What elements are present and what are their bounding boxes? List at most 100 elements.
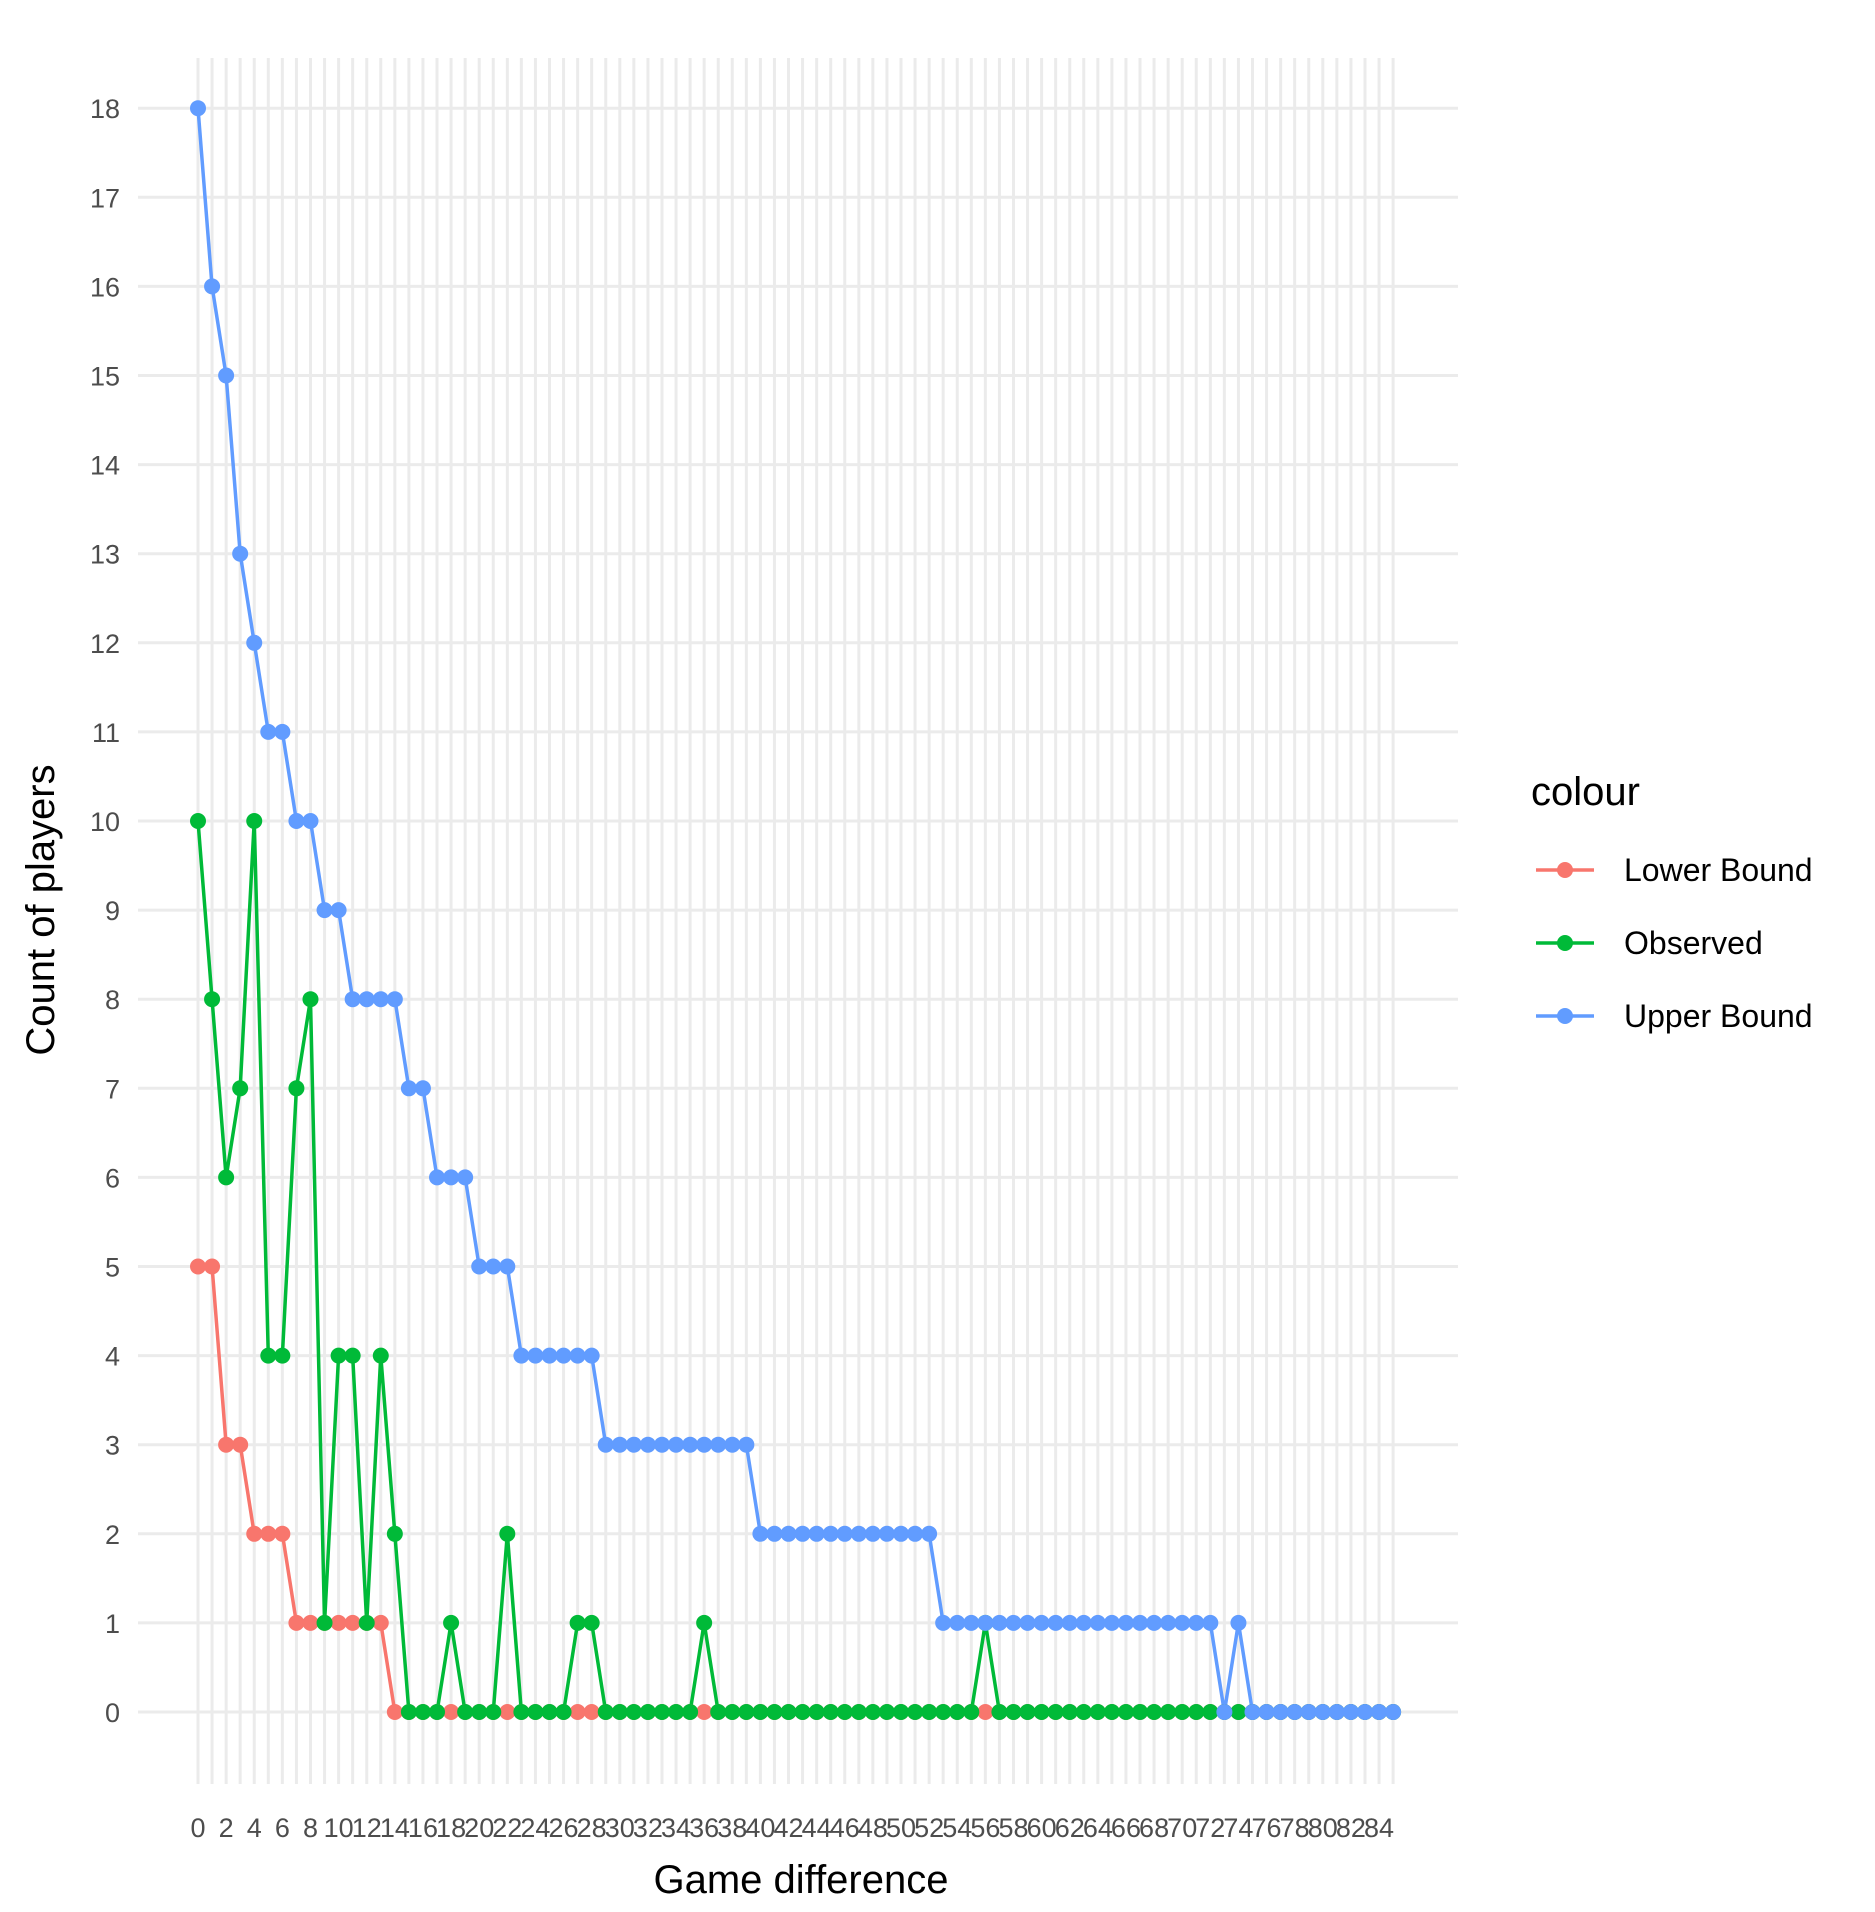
upper-bound-point <box>1230 1614 1247 1631</box>
observed-point <box>611 1704 628 1720</box>
upper-bound-point <box>625 1436 642 1453</box>
upper-bound-point <box>1019 1614 1036 1631</box>
x-tick-label: 72 <box>1195 1813 1225 1843</box>
observed-point <box>344 1347 361 1364</box>
upper-bound-point <box>724 1436 741 1453</box>
x-tick-label: 22 <box>492 1813 522 1843</box>
observed-point <box>1075 1704 1092 1720</box>
observed-point <box>794 1704 811 1720</box>
observed-point <box>1005 1704 1022 1720</box>
observed-point <box>1019 1704 1036 1720</box>
upper-bound-point <box>330 902 347 919</box>
observed-point <box>766 1704 783 1720</box>
y-tick-label: 15 <box>90 362 120 392</box>
observed-point <box>232 1080 249 1097</box>
upper-bound-point <box>541 1347 558 1364</box>
upper-bound-point <box>696 1436 713 1453</box>
upper-bound-point <box>232 545 249 562</box>
upper-bound-point <box>1089 1614 1106 1631</box>
observed-point <box>935 1704 952 1720</box>
upper-bound-point <box>682 1436 699 1453</box>
observed-point <box>893 1704 909 1720</box>
x-tick-label: 78 <box>1280 1813 1310 1843</box>
lower-bound-point <box>977 1704 994 1720</box>
x-tick-label: 50 <box>886 1813 916 1843</box>
observed-point <box>583 1614 600 1631</box>
upper-bound-point <box>260 723 277 740</box>
upper-bound-point <box>1005 1614 1022 1631</box>
observed-point <box>639 1704 656 1720</box>
x-tick-label: 74 <box>1223 1813 1253 1843</box>
legend-key-point <box>1557 935 1573 951</box>
y-tick-label: 8 <box>105 985 120 1015</box>
lower-bound-point <box>344 1614 361 1631</box>
observed-point <box>569 1614 586 1631</box>
upper-bound-point <box>794 1525 811 1542</box>
upper-bound-point <box>780 1525 797 1542</box>
upper-bound-point <box>358 991 375 1008</box>
lower-bound-point <box>260 1525 277 1542</box>
legend-title: colour <box>1531 770 1640 814</box>
y-tick-label: 6 <box>105 1163 120 1193</box>
y-tick-label: 2 <box>105 1520 120 1550</box>
upper-bound-point <box>527 1347 544 1364</box>
y-tick-label: 9 <box>105 896 120 926</box>
observed-point <box>1117 1704 1134 1720</box>
legend-label: Lower Bound <box>1624 852 1813 888</box>
observed-point <box>513 1704 530 1720</box>
upper-bound-point <box>302 813 319 829</box>
observed-point <box>724 1704 741 1720</box>
x-tick-label: 4 <box>247 1813 262 1843</box>
y-tick-label: 3 <box>105 1431 120 1461</box>
lower-bound-point <box>443 1704 460 1720</box>
observed-point <box>443 1614 460 1631</box>
upper-bound-point <box>274 723 291 740</box>
x-tick-label: 64 <box>1083 1813 1113 1843</box>
upper-bound-point <box>1314 1704 1331 1720</box>
lower-bound-point <box>288 1614 305 1631</box>
upper-bound-point <box>611 1436 628 1453</box>
x-tick-label: 48 <box>858 1813 888 1843</box>
lower-bound-point <box>583 1704 600 1720</box>
x-tick-label: 24 <box>520 1813 550 1843</box>
upper-bound-point <box>400 1080 417 1097</box>
series-points <box>190 100 1402 1720</box>
x-tick-label: 20 <box>464 1813 494 1843</box>
observed-point <box>288 1080 305 1097</box>
lower-bound-point <box>232 1436 249 1453</box>
observed-point <box>752 1704 769 1720</box>
upper-bound-point <box>513 1347 530 1364</box>
lower-bound-point <box>569 1704 586 1720</box>
upper-bound-point <box>1342 1704 1359 1720</box>
upper-bound-point <box>653 1436 670 1453</box>
lower-bound-point <box>372 1614 389 1631</box>
legend-label: Upper Bound <box>1624 998 1813 1034</box>
x-tick-label: 36 <box>689 1813 719 1843</box>
y-tick-label: 0 <box>105 1698 120 1728</box>
upper-bound-point <box>738 1436 755 1453</box>
x-tick-label: 58 <box>998 1813 1028 1843</box>
observed-point <box>260 1347 277 1364</box>
observed-point <box>414 1704 431 1720</box>
upper-bound-point <box>878 1525 895 1542</box>
upper-bound-point <box>991 1614 1008 1631</box>
lower-bound-point <box>190 1258 206 1275</box>
upper-bound-point <box>766 1525 783 1542</box>
observed-point <box>682 1704 699 1720</box>
x-tick-label: 44 <box>802 1813 832 1843</box>
y-tick-label: 13 <box>90 540 120 570</box>
observed-point <box>499 1525 516 1542</box>
upper-bound-point <box>1103 1614 1120 1631</box>
observed-point <box>1146 1704 1163 1720</box>
lower-bound-point <box>204 1258 221 1275</box>
upper-bound-point <box>1061 1614 1078 1631</box>
observed-point <box>1103 1704 1120 1720</box>
x-tick-label: 42 <box>773 1813 803 1843</box>
observed-point <box>1089 1704 1106 1720</box>
x-tick-label: 18 <box>436 1813 466 1843</box>
observed-point <box>921 1704 938 1720</box>
upper-bound-point <box>386 991 403 1008</box>
y-tick-label: 12 <box>90 629 120 659</box>
observed-point <box>555 1704 572 1720</box>
